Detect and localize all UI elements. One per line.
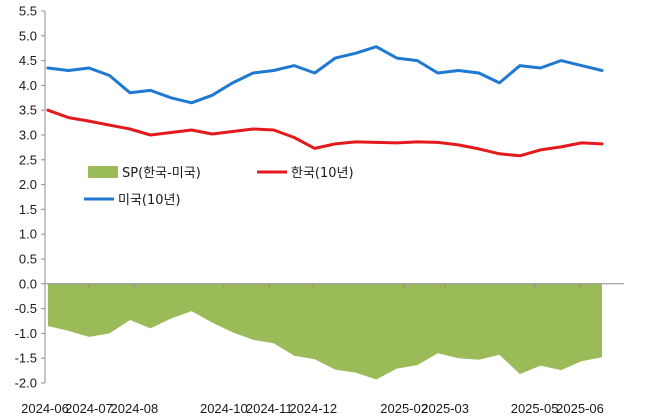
y-tick-label: 0.0 xyxy=(19,276,37,291)
y-tick-label: 4.0 xyxy=(19,78,37,93)
y-tick-label: -2.0 xyxy=(15,376,37,391)
x-tick-label: 2025-03 xyxy=(421,401,469,416)
spread-area xyxy=(47,283,602,380)
y-tick-label: 1.0 xyxy=(19,227,37,242)
area-layer xyxy=(47,283,602,380)
line-layer xyxy=(46,45,604,158)
y-tick-label: -0.5 xyxy=(15,301,37,316)
x-tick-label: 2025-05 xyxy=(511,401,559,416)
legend-label-spread: SP(한국-미국) xyxy=(122,166,201,181)
y-tick-label: -1.5 xyxy=(15,351,37,366)
x-tick-label: 2024-10 xyxy=(200,401,248,416)
y-tick-label: 2.0 xyxy=(19,177,37,192)
x-tick-label: 2024-07 xyxy=(65,401,113,416)
y-tick-label: 0.5 xyxy=(19,252,37,267)
y-tick-label: 1.5 xyxy=(19,202,37,217)
x-tick-label: 2024-08 xyxy=(111,401,159,416)
x-tick-label: 2025-06 xyxy=(556,401,604,416)
y-tick-label: 4.5 xyxy=(19,53,37,68)
series-0-line xyxy=(46,108,604,158)
y-tick-label: 5.5 xyxy=(19,4,37,19)
legend-label-us: 미국(10년) xyxy=(118,193,181,208)
axis-layer: -2.0 -1.5 -1.0 -0.5 0.0 0.5 1.0 1.5 2.0 2.5 3.0 3.5… xyxy=(15,4,624,416)
x-tick-label: 2025-02 xyxy=(380,401,428,416)
legend: SP(한국-미국) 한국(10년) 미국(10년) xyxy=(84,166,354,208)
x-tick-label: 2024-06 xyxy=(21,401,69,416)
y-tick-label: 2.5 xyxy=(19,152,37,167)
legend-label-korea: 한국(10년) xyxy=(291,166,354,181)
x-tick-label: 2024-12 xyxy=(289,401,337,416)
y-tick-label: 5.0 xyxy=(19,28,37,43)
x-tick-label: 2024-11 xyxy=(246,401,293,416)
y-tick-label: 3.0 xyxy=(19,128,37,143)
legend-swatch-spread xyxy=(88,166,118,178)
series-1-line xyxy=(46,45,604,105)
y-tick-label: 3.5 xyxy=(19,103,37,118)
y-tick-label: -1.0 xyxy=(15,326,37,341)
